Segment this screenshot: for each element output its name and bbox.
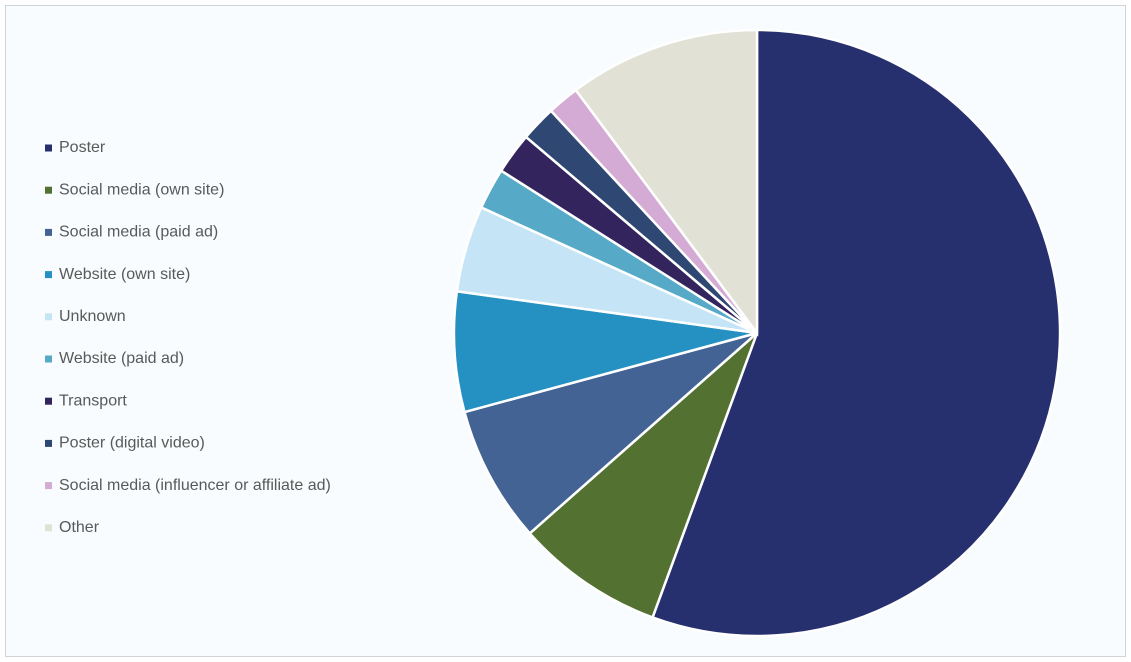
pie-slice	[527, 332, 759, 620]
pie-slice	[574, 28, 759, 337]
legend-swatch	[45, 355, 52, 363]
legend-swatch	[45, 482, 52, 490]
legend-label: Transport	[59, 392, 127, 409]
legend-swatch	[45, 524, 52, 532]
legend-swatch	[45, 439, 52, 447]
legend-label: Poster (digital video)	[59, 435, 205, 452]
legend-swatch	[45, 271, 52, 279]
pie-slice	[650, 28, 1062, 638]
legend-label: Social media (paid ad)	[59, 224, 218, 241]
legend-label: Other	[59, 519, 100, 536]
legend-label: Social media (influencer or affiliate ad…	[59, 477, 331, 494]
pie-slice	[462, 331, 758, 536]
legend-label: Social media (own site)	[59, 181, 224, 198]
legend-label: Poster	[59, 139, 106, 156]
legend-swatch	[45, 313, 52, 321]
legend-label: Website (own site)	[59, 266, 190, 283]
legend-label: Unknown	[59, 308, 126, 325]
pie-slice	[452, 289, 758, 414]
legend-label: Website (paid ad)	[59, 350, 184, 367]
legend-swatch	[45, 228, 52, 236]
legend-swatch	[45, 397, 52, 405]
legend-swatch	[45, 186, 52, 194]
legend-swatch	[45, 144, 52, 152]
